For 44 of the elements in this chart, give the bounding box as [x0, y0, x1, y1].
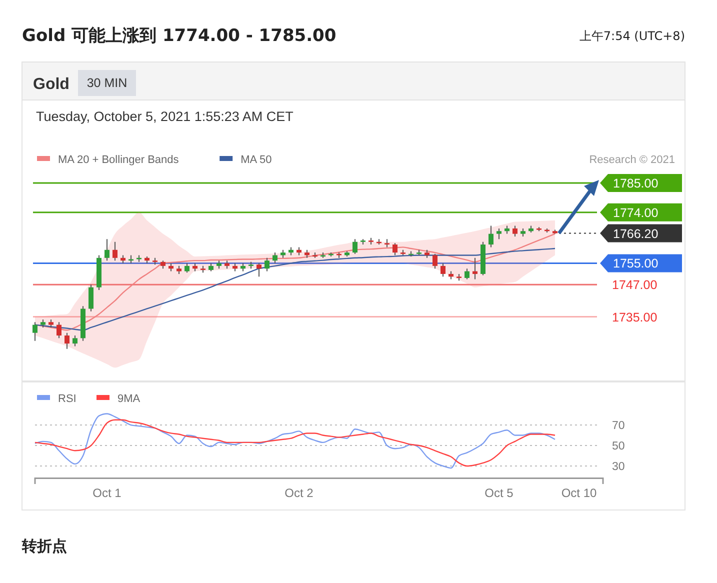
candlestick [472, 257, 478, 280]
text: Research © 2021 [589, 154, 675, 166]
candlestick [264, 257, 270, 272]
chart-title: Gold 可能上涨到 1774.00 - 1785.00 [22, 26, 336, 46]
x-tick-label: Oct 10 [561, 486, 597, 500]
candlestick [464, 268, 470, 280]
text: Tuesday, October 5, 2021 1:55:23 AM CET [36, 109, 294, 124]
candlestick [392, 242, 398, 256]
candlestick [272, 252, 278, 264]
legend-label: MA 50 [240, 154, 272, 166]
ref-line-label: 1766.20 [613, 226, 658, 241]
candlestick [440, 262, 446, 278]
ref-line-label: 1774.00 [613, 206, 658, 220]
candlestick [184, 262, 190, 274]
ref-line-label: 1785.00 [613, 176, 658, 190]
x-tick-label: Oct 1 [92, 486, 122, 500]
legend-label: MA 20 + Bollinger Bands [58, 154, 180, 166]
candlestick [104, 238, 110, 262]
candlestick [496, 228, 502, 240]
legend-label: 9MA [118, 393, 141, 405]
candlestick [88, 284, 94, 312]
text: 30 MIN [86, 76, 128, 90]
candlestick [64, 332, 70, 350]
y-tick-label: 50 [612, 440, 625, 453]
candlestick [352, 238, 358, 254]
ref-line-label: 1735.00 [612, 310, 658, 324]
legend-label: RSI [58, 393, 76, 405]
candlestick [432, 253, 438, 270]
candlestick [512, 225, 518, 237]
candlestick [256, 262, 262, 278]
candlestick [488, 225, 494, 248]
text: 转折点 [21, 537, 67, 555]
candlestick [56, 322, 62, 339]
ref-line-label: 1747.00 [612, 278, 658, 292]
candlestick [72, 335, 78, 347]
y-tick-label: 70 [612, 420, 625, 432]
ref-line-label: 1755.00 [613, 256, 658, 271]
candlestick [112, 241, 118, 262]
candlestick [32, 322, 38, 342]
text: 上午7:54 (UTC+8) [579, 29, 685, 43]
text: Gold [33, 76, 70, 93]
x-tick-label: Oct 5 [484, 486, 514, 500]
x-tick-label: Oct 2 [284, 486, 314, 500]
y-tick-label: 30 [612, 461, 625, 474]
